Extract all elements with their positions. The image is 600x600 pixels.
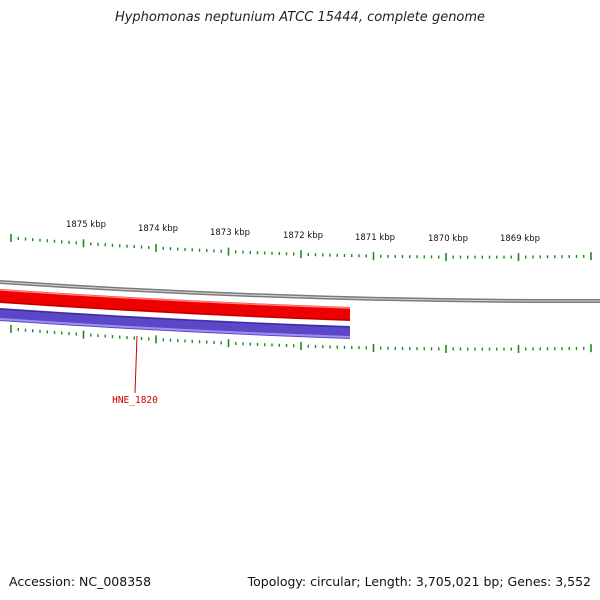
ruler-label: 1871 kbp xyxy=(355,233,395,243)
feature-label[interactable]: HNE_1820 xyxy=(112,395,158,406)
ruler-label: 1869 kbp xyxy=(500,234,540,244)
ruler-labels: 1875 kbp 1874 kbp 1873 kbp 1872 kbp 1871… xyxy=(66,220,540,244)
genome-backbone-highlight xyxy=(0,281,600,302)
map-title: Hyphomonas neptunium ATCC 15444, complet… xyxy=(114,10,486,25)
topology-summary: Topology: circular; Length: 3,705,021 bp… xyxy=(247,574,591,589)
reverse-cds-arc[interactable] xyxy=(0,308,350,339)
reverse-cds-edge xyxy=(0,308,351,328)
accession-text: Accession: NC_008358 xyxy=(9,574,152,589)
ruler-label: 1872 kbp xyxy=(283,231,323,241)
outer-tick-ring xyxy=(10,233,592,262)
ruler-label: 1870 kbp xyxy=(428,234,468,244)
inner-tick-ring xyxy=(10,324,592,354)
forward-cds-edge xyxy=(0,289,351,309)
forward-cds-edge xyxy=(0,301,351,321)
ruler-label: 1873 kbp xyxy=(210,228,250,238)
ruler-label: 1875 kbp xyxy=(66,220,106,230)
reverse-cds-edge xyxy=(0,318,351,338)
ruler-label: 1874 kbp xyxy=(138,224,178,234)
forward-cds-arc[interactable] xyxy=(0,289,350,321)
feature-leader-line xyxy=(134,335,138,394)
